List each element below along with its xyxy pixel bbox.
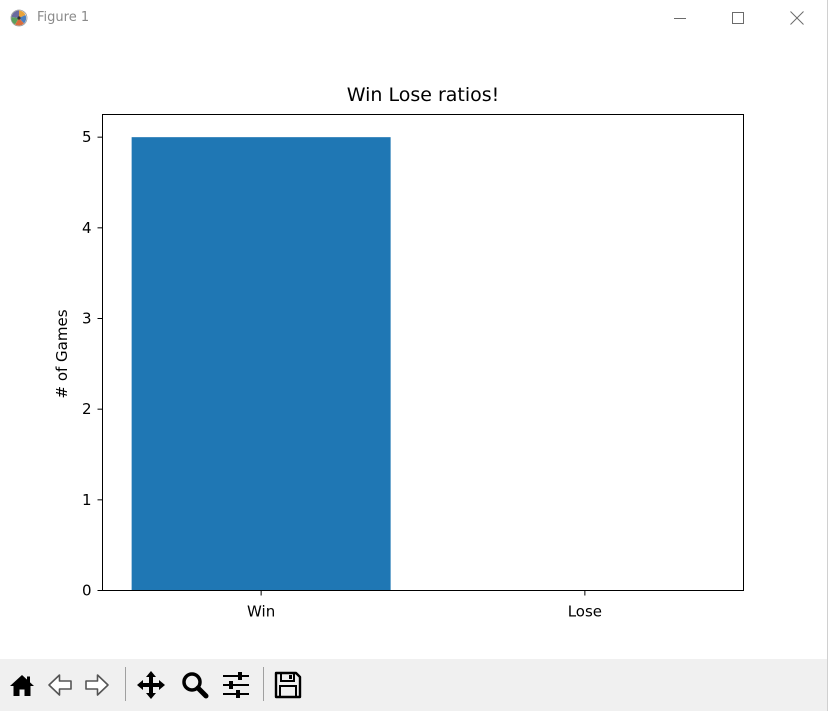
minimize-button[interactable] xyxy=(651,0,709,36)
zoom-button[interactable] xyxy=(178,666,211,704)
pan-move-icon xyxy=(136,671,165,699)
y-tick-label: 3 xyxy=(82,310,92,328)
x-ticks-group: Win Lose xyxy=(247,590,602,621)
maximize-icon xyxy=(732,12,744,24)
y-tick-label: 1 xyxy=(82,491,92,509)
maximize-button[interactable] xyxy=(709,0,767,36)
pan-button[interactable] xyxy=(134,666,167,704)
minimize-icon xyxy=(674,18,686,19)
bar-chart: Win Lose ratios! # of Games 0 1 2 3 4 5 Win Lo… xyxy=(53,84,744,621)
save-button[interactable] xyxy=(271,666,304,704)
y-tick-label: 0 xyxy=(82,582,92,600)
home-button[interactable] xyxy=(5,666,38,704)
zoom-magnifier-icon xyxy=(181,672,208,699)
close-button[interactable] xyxy=(768,0,826,36)
navigation-toolbar xyxy=(0,659,827,711)
plot-frame xyxy=(102,114,744,591)
bars-group xyxy=(131,137,391,591)
title-bar[interactable]: Figure 1 xyxy=(0,0,827,36)
y-axis-label: # of Games xyxy=(53,309,71,398)
back-arrow-icon xyxy=(47,674,72,696)
toolbar-separator xyxy=(125,667,126,701)
forward-arrow-icon xyxy=(84,674,109,696)
forward-button[interactable] xyxy=(80,666,113,704)
x-tick-label: Win xyxy=(247,603,275,621)
home-icon xyxy=(9,675,34,696)
back-button[interactable] xyxy=(43,666,76,704)
save-floppy-icon xyxy=(274,671,301,699)
y-ticks-group: 0 1 2 3 4 5 xyxy=(82,128,103,600)
configure-subplots-button[interactable] xyxy=(219,666,252,704)
y-tick-label: 4 xyxy=(82,219,92,237)
sliders-icon xyxy=(222,672,249,698)
bar-win xyxy=(131,137,391,591)
figure-canvas[interactable]: Win Lose ratios! # of Games 0 1 2 3 4 5 Win Lo… xyxy=(0,36,827,659)
x-tick-label: Lose xyxy=(568,603,602,621)
toolbar-separator xyxy=(263,667,264,701)
window-title: Figure 1 xyxy=(37,10,90,25)
y-tick-label: 2 xyxy=(82,400,92,418)
matplotlib-logo-icon xyxy=(9,8,29,28)
close-icon xyxy=(790,11,804,25)
y-tick-label: 5 xyxy=(82,128,92,146)
chart-title: Win Lose ratios! xyxy=(347,84,500,106)
